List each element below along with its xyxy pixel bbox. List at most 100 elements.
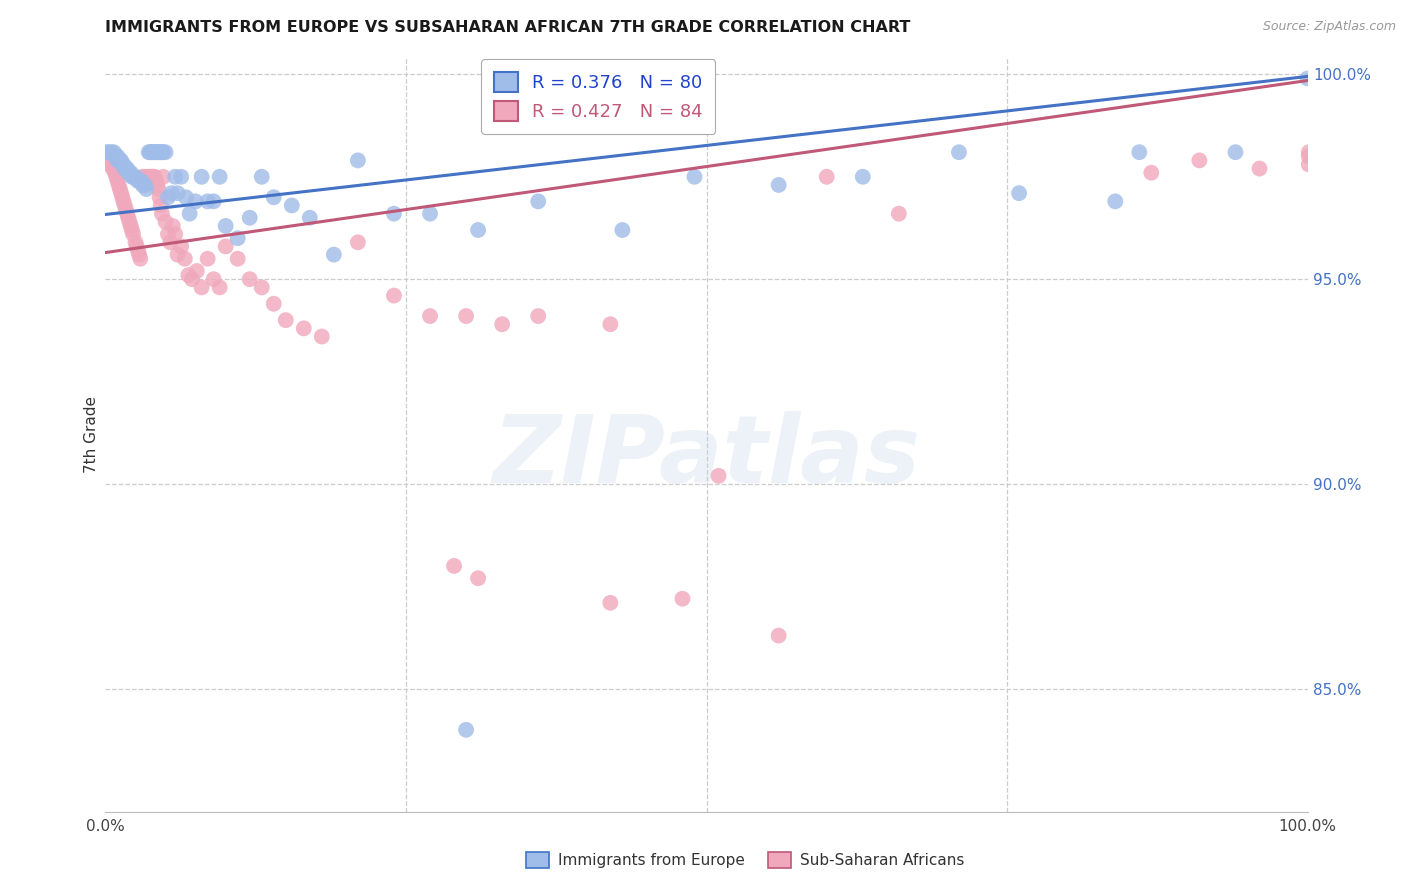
Point [139, 169, 162, 184]
Point [226, 231, 249, 245]
Point [98, 157, 121, 171]
Point [139, 169, 162, 184]
Point [250, 169, 273, 184]
Point [197, 252, 219, 266]
Text: Source: ZipAtlas.com: Source: ZipAtlas.com [1263, 20, 1396, 33]
Point [149, 145, 172, 160]
Point [347, 235, 370, 250]
Point [120, 219, 142, 233]
Point [815, 169, 838, 184]
Point [1188, 153, 1211, 168]
Point [186, 264, 208, 278]
Point [214, 239, 236, 253]
Point [181, 272, 204, 286]
Point [184, 194, 207, 209]
Point [122, 169, 145, 184]
Point [115, 207, 138, 221]
Point [124, 169, 146, 184]
Point [143, 169, 166, 184]
Point [124, 169, 146, 184]
Point [141, 145, 163, 160]
Point [142, 169, 165, 184]
Point [527, 309, 550, 323]
Point [105, 149, 128, 163]
Point [148, 145, 170, 160]
Point [887, 207, 910, 221]
Point [135, 182, 157, 196]
Point [107, 153, 129, 168]
Point [96, 153, 118, 168]
Point [707, 468, 730, 483]
Point [612, 223, 634, 237]
Point [103, 145, 125, 160]
Point [121, 223, 143, 237]
Point [139, 145, 162, 160]
Point [443, 558, 465, 573]
Text: IMMIGRANTS FROM EUROPE VS SUBSAHARAN AFRICAN 7TH GRADE CORRELATION CHART: IMMIGRANTS FROM EUROPE VS SUBSAHARAN AFR… [105, 20, 911, 35]
Point [131, 174, 153, 188]
Point [108, 182, 131, 196]
Point [107, 149, 129, 163]
Point [292, 321, 315, 335]
Point [138, 145, 160, 160]
Point [120, 166, 142, 180]
Point [138, 169, 160, 184]
Point [159, 235, 181, 250]
Point [160, 186, 183, 201]
Point [170, 239, 193, 253]
Point [190, 280, 212, 294]
Point [118, 215, 141, 229]
Point [121, 169, 143, 184]
Point [1128, 145, 1150, 160]
Point [122, 227, 145, 241]
Point [1298, 149, 1320, 163]
Point [108, 153, 131, 168]
Point [127, 244, 149, 258]
Point [117, 211, 139, 225]
Point [107, 153, 129, 168]
Point [177, 268, 200, 282]
Point [136, 169, 159, 184]
Point [208, 169, 231, 184]
Point [104, 166, 127, 180]
Point [146, 145, 169, 160]
Legend: Immigrants from Europe, Sub-Saharan Africans: Immigrants from Europe, Sub-Saharan Afri… [520, 847, 970, 874]
Point [467, 223, 489, 237]
Point [132, 178, 155, 192]
Point [311, 329, 333, 343]
Point [134, 169, 156, 184]
Point [107, 174, 129, 188]
Point [202, 272, 225, 286]
Point [202, 194, 225, 209]
Point [117, 166, 139, 180]
Point [281, 198, 304, 212]
Point [145, 174, 167, 188]
Point [263, 297, 285, 311]
Point [527, 194, 550, 209]
Point [148, 145, 170, 160]
Point [145, 145, 167, 160]
Point [166, 186, 188, 201]
Point [148, 190, 170, 204]
Point [166, 247, 188, 261]
Point [1104, 194, 1126, 209]
Point [491, 318, 513, 332]
Point [112, 194, 135, 209]
Point [190, 169, 212, 184]
Point [599, 318, 621, 332]
Point [148, 182, 170, 196]
Point [298, 211, 321, 225]
Point [239, 211, 262, 225]
Point [115, 161, 138, 176]
Point [250, 280, 273, 294]
Point [948, 145, 970, 160]
Point [146, 178, 169, 192]
Point [110, 186, 132, 201]
Y-axis label: 7th Grade: 7th Grade [83, 396, 98, 474]
Point [128, 174, 150, 188]
Point [155, 215, 177, 229]
Point [382, 207, 405, 221]
Point [322, 247, 344, 261]
Point [165, 227, 187, 241]
Point [141, 169, 163, 184]
